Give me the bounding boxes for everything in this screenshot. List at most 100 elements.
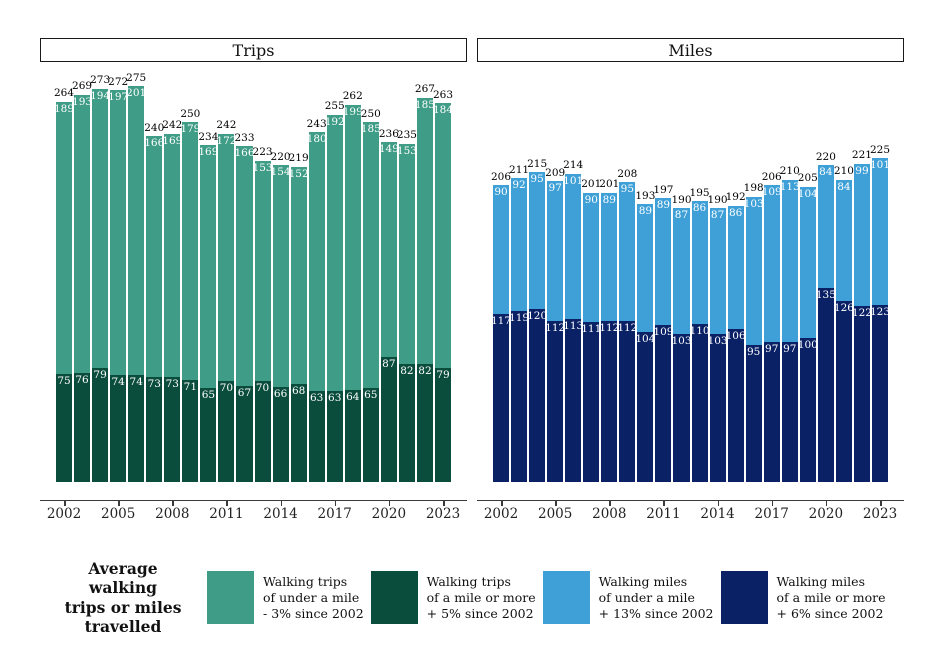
miles-under-mile-label-2004: 95 xyxy=(530,173,544,186)
legend-swatch-3 xyxy=(720,571,768,625)
trips-bar-2006: 275 201 74 xyxy=(126,72,146,482)
miles-mile-or-more-segment-2021: 126 xyxy=(834,300,854,482)
trips-axis-cell-2002: 2002 xyxy=(47,499,81,527)
miles-axis-label-2011: 2011 xyxy=(646,506,681,522)
trips-under-mile-label-2007: 166 xyxy=(144,137,165,150)
miles-mile-or-more-label-2005: 112 xyxy=(545,321,566,334)
miles-mile-or-more-label-2014: 103 xyxy=(707,334,728,347)
legend-swatch-0 xyxy=(207,571,254,625)
trips-under-mile-label-2014: 154 xyxy=(270,166,291,179)
miles-axis-label-2002: 2002 xyxy=(483,506,519,522)
trips-under-mile-label-2015: 152 xyxy=(288,167,309,180)
legend: Average walking trips or miles travelled W… xyxy=(52,559,927,637)
miles-bar-2003: 211 92 119 xyxy=(509,165,529,482)
miles-under-mile-label-2022: 99 xyxy=(855,164,869,177)
miles-axis-cell-2006 xyxy=(565,501,581,527)
trips-mile-or-more-segment-2014: 66 xyxy=(272,386,289,482)
miles-under-mile-label-2020: 84 xyxy=(819,166,833,179)
miles-bar-2023: 225 101 123 xyxy=(869,144,891,482)
trips-axis-tick-2005 xyxy=(118,499,120,506)
trips-mile-or-more-segment-2017: 63 xyxy=(326,391,343,482)
miles-axis-label-2020: 2020 xyxy=(808,506,844,522)
miles-under-mile-label-2018: 113 xyxy=(779,180,800,193)
trips-axis-label-2005: 2005 xyxy=(100,506,136,522)
trips-under-mile-label-2016: 180 xyxy=(306,133,327,146)
trips-mile-or-more-segment-2008: 73 xyxy=(164,376,181,482)
miles-bar-2008: 201 89 112 xyxy=(599,179,619,482)
trips-under-mile-label-2017: 192 xyxy=(324,115,345,128)
miles-total-label-2020: 220 xyxy=(815,150,836,163)
trips-mile-or-more-label-2007: 73 xyxy=(147,377,161,390)
miles-axis-label-2017: 2017 xyxy=(754,506,789,522)
legend-text-2: Walking miles of under a mile + 13% since … xyxy=(599,574,714,621)
legend-title: Average walking trips or miles travelled xyxy=(52,559,194,637)
trips-mile-or-more-label-2010: 65 xyxy=(201,389,216,402)
trips-mile-or-more-label-2006: 74 xyxy=(129,376,143,389)
trips-under-mile-label-2011: 172 xyxy=(216,134,237,147)
trips-total-label-2020: 236 xyxy=(378,127,399,140)
miles-mile-or-more-segment-2015: 106 xyxy=(726,329,746,482)
trips-mile-or-more-segment-2020: 87 xyxy=(380,356,397,482)
trips-total-label-2014: 220 xyxy=(270,150,291,163)
trips-mile-or-more-segment-2003: 76 xyxy=(74,372,91,482)
trips-axis-cells: 2002 2005 2008 2011 2014 2017 2020 2023 xyxy=(40,499,467,527)
legend-text-line: Walking trips xyxy=(263,574,348,590)
trips-mile-or-more-label-2014: 66 xyxy=(273,387,288,400)
miles-mile-or-more-segment-2012: 103 xyxy=(671,333,692,482)
miles-mile-or-more-label-2022: 122 xyxy=(851,307,872,320)
trips-mile-or-more-segment-2006: 74 xyxy=(128,375,145,482)
trips-bar-2020: 236 149 87 xyxy=(379,129,399,482)
miles-mile-or-more-label-2012: 103 xyxy=(671,334,692,347)
miles-total-label-2023: 225 xyxy=(869,143,891,156)
miles-mile-or-more-label-2010: 104 xyxy=(635,333,656,346)
miles-mile-or-more-segment-2020: 135 xyxy=(816,287,836,482)
miles-mile-or-more-segment-2003: 119 xyxy=(509,310,529,482)
miles-under-mile-label-2014: 87 xyxy=(710,209,725,222)
miles-total-label-2016: 198 xyxy=(743,182,764,195)
trips-bar-2017: 255 192 63 xyxy=(324,101,345,482)
trips-axis-tick-2014 xyxy=(280,499,283,506)
miles-axis-cell-2009 xyxy=(619,501,635,527)
trips-total-label-2013: 223 xyxy=(252,146,273,159)
miles-mile-or-more-segment-2019: 100 xyxy=(798,338,818,482)
miles-mile-or-more-segment-2004: 120 xyxy=(527,309,547,482)
trips-axis-cell-2009 xyxy=(182,501,198,527)
legend-text-3: Walking miles of a mile or more + 6% since… xyxy=(777,574,886,621)
trips-mile-or-more-segment-2022: 82 xyxy=(416,363,433,482)
miles-bar-2006: 214 101 113 xyxy=(563,160,584,482)
trips-total-label-2018: 262 xyxy=(342,90,363,103)
trips-mile-or-more-label-2012: 67 xyxy=(237,386,252,399)
miles-axis-tick-2023 xyxy=(880,499,882,506)
miles-bar-2009: 208 95 112 xyxy=(617,169,637,482)
trips-under-mile-label-2010: 169 xyxy=(198,146,219,159)
trips-under-mile-label-2013: 153 xyxy=(252,161,273,174)
trips-mile-or-more-label-2021: 82 xyxy=(400,364,414,377)
trips-total-label-2006: 275 xyxy=(126,71,147,84)
trips-bar-2007: 240 166 73 xyxy=(144,123,165,482)
legend-text-line: Walking trips xyxy=(426,574,511,590)
miles-mile-or-more-label-2013: 110 xyxy=(689,324,710,337)
legend-text-line: + 5% since 2002 xyxy=(426,605,534,621)
miles-total-label-2014: 190 xyxy=(707,193,728,206)
trips-under-mile-label-2023: 184 xyxy=(432,104,454,117)
trips-axis-tick-2002 xyxy=(64,499,66,506)
miles-mile-or-more-label-2023: 123 xyxy=(869,305,891,318)
miles-axis-line xyxy=(477,500,904,501)
miles-mile-or-more-label-2016: 95 xyxy=(746,346,761,359)
miles-x-axis: 2002 2005 2008 2011 2014 2017 2020 2023 xyxy=(477,499,904,527)
trips-total-label-2010: 234 xyxy=(198,130,219,143)
miles-axis-cell-2018 xyxy=(782,501,798,527)
legend-text-line: + 6% since 2002 xyxy=(776,605,884,621)
miles-total-label-2008: 201 xyxy=(599,178,620,191)
miles-under-mile-label-2009: 95 xyxy=(620,183,635,196)
trips-bar-2013: 223 153 70 xyxy=(252,147,273,482)
miles-under-mile-label-2002: 90 xyxy=(494,186,508,199)
trips-mile-or-more-label-2011: 70 xyxy=(219,382,234,395)
miles-under-mile-label-2006: 101 xyxy=(563,174,584,187)
trips-axis-tick-2011 xyxy=(226,499,228,506)
trips-total-label-2023: 263 xyxy=(432,88,454,101)
miles-bar-2017: 206 109 97 xyxy=(762,172,782,482)
miles-bar-2007: 201 90 111 xyxy=(581,179,601,482)
miles-mile-or-more-segment-2011: 109 xyxy=(653,325,673,482)
trips-mile-or-more-label-2002: 75 xyxy=(57,375,71,387)
